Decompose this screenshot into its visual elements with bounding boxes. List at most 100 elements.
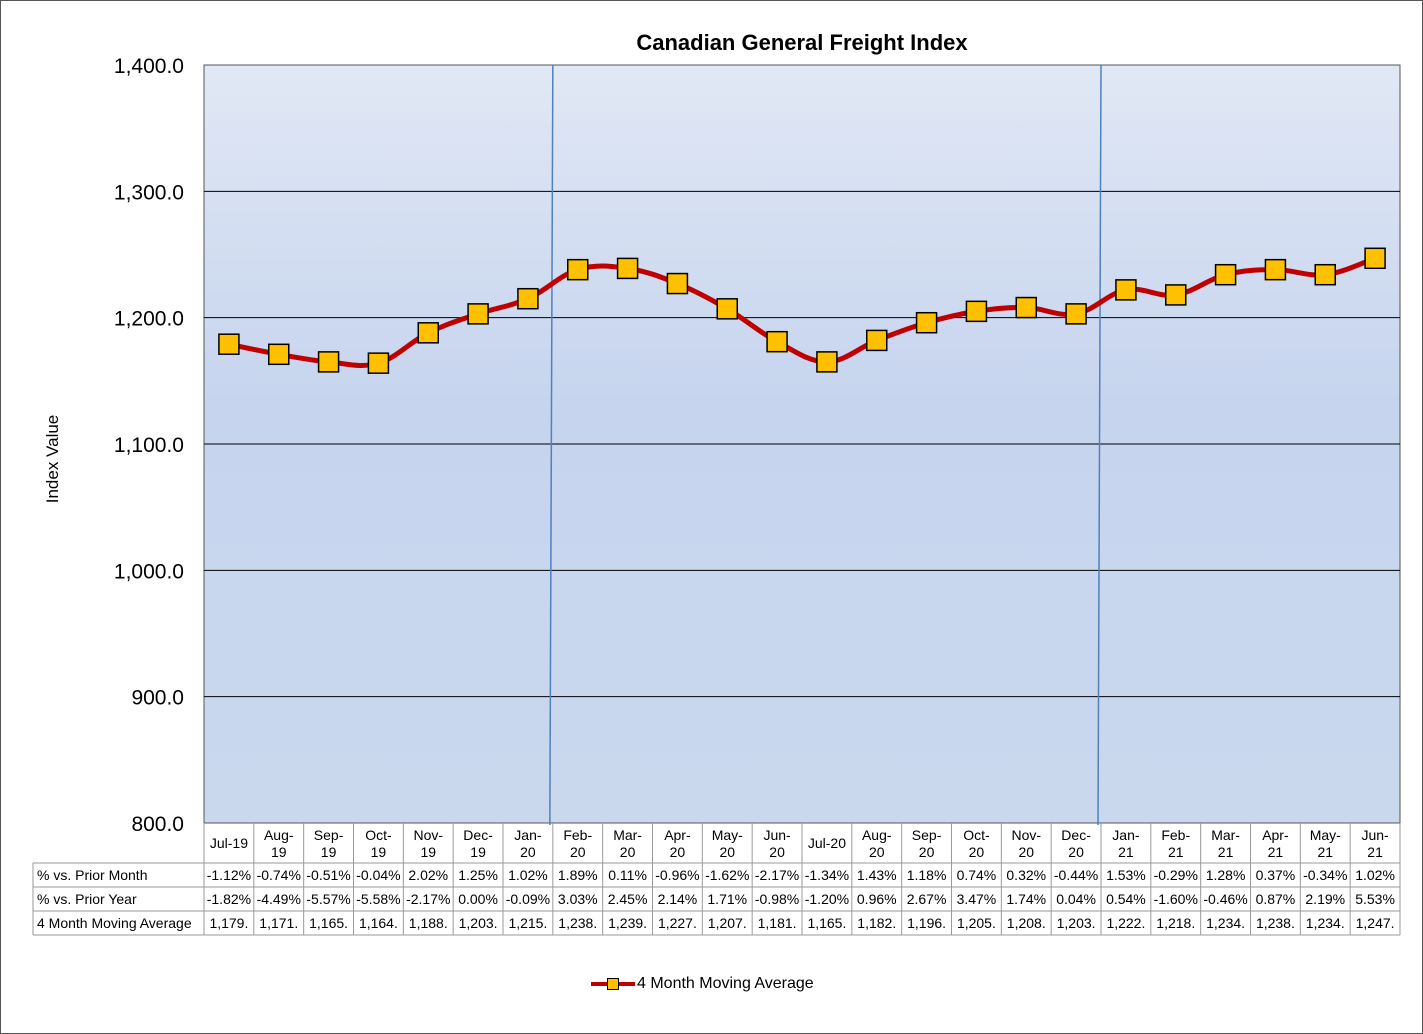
table-cell: 1,247.	[1356, 915, 1395, 931]
table-cell: 1,203.	[1057, 915, 1096, 931]
x-tick-label: Jul-20	[808, 835, 846, 851]
table-cell: -0.04%	[356, 867, 400, 883]
table-cell: -0.34%	[1303, 867, 1347, 883]
table-cell: 2.14%	[658, 891, 698, 907]
legend: 4 Month Moving Average	[591, 973, 814, 995]
x-tick-label: 20	[869, 844, 885, 860]
x-tick-label: Jul-19	[210, 835, 248, 851]
data-point-marker	[716, 298, 738, 320]
year-separator-line	[549, 64, 554, 826]
data-point-marker	[467, 303, 489, 325]
x-tick-label: 21	[1168, 844, 1184, 860]
table-cell: 1.74%	[1006, 891, 1046, 907]
table-cell: -0.46%	[1203, 891, 1247, 907]
data-point-marker	[1015, 296, 1037, 319]
table-cell: 3.03%	[558, 891, 598, 907]
x-tick-label: Sep-	[314, 827, 344, 843]
x-tick-label: 20	[620, 844, 636, 860]
table-cell: -0.74%	[257, 867, 301, 883]
data-point-marker	[766, 330, 788, 353]
data-point-marker	[1214, 263, 1237, 286]
table-cell: 1,188.	[409, 915, 448, 931]
table-cell: -1.12%	[207, 867, 251, 883]
x-tick-label: 20	[719, 844, 735, 860]
x-tick-label: Feb-	[563, 827, 592, 843]
table-cell: 1.02%	[508, 867, 548, 883]
table-cell: 1,205.	[957, 915, 996, 931]
x-tick-label: Sep-	[912, 827, 942, 843]
table-cell: 1,215.	[508, 915, 547, 931]
x-tick-label: Jan-	[1112, 827, 1140, 843]
x-tick-label: Aug-	[264, 827, 294, 843]
chart-title: Canadian General Freight Index	[636, 30, 968, 55]
table-cell: 1,207.	[708, 915, 747, 931]
table-cell: 1,234.	[1306, 915, 1345, 931]
table-cell: -1.62%	[705, 867, 749, 883]
x-tick-label: May-	[712, 827, 743, 843]
table-cell: 1,164.	[359, 915, 398, 931]
x-tick-label: 20	[969, 844, 985, 860]
table-cell: -0.98%	[755, 891, 799, 907]
x-tick-label: 20	[769, 844, 785, 860]
table-cell: -1.60%	[1154, 891, 1198, 907]
x-tick-label: 19	[420, 844, 436, 860]
x-tick-label: Oct-	[963, 827, 990, 843]
data-point-marker	[616, 257, 639, 280]
table-cell: 3.47%	[957, 891, 997, 907]
table-cell: 1,171.	[259, 915, 298, 931]
data-point-marker	[218, 333, 240, 355]
data-point-marker	[915, 311, 938, 334]
table-cell: 1,179.	[209, 915, 248, 931]
data-point-marker	[517, 287, 539, 310]
data-point-marker	[1314, 263, 1336, 286]
data-point-marker	[1165, 284, 1187, 306]
x-tick-label: Mar-	[613, 827, 642, 843]
table-cell: -5.58%	[356, 891, 400, 907]
table-cell: -2.17%	[755, 867, 799, 883]
data-point-marker	[1264, 258, 1287, 281]
x-tick-label: 21	[1317, 844, 1333, 860]
x-tick-label: 20	[520, 844, 536, 860]
table-row-label: % vs. Prior Month	[37, 867, 147, 883]
table-cell: 1.89%	[558, 867, 598, 883]
table-cell: 1.02%	[1355, 867, 1395, 883]
x-tick-label: 20	[1068, 844, 1084, 860]
x-tick-label: 19	[271, 844, 287, 860]
table-cell: 1.28%	[1206, 867, 1246, 883]
table-cell: 1,238.	[558, 915, 597, 931]
data-point-marker	[268, 343, 290, 366]
data-point-marker	[1115, 279, 1137, 301]
table-cell: -0.29%	[1154, 867, 1198, 883]
table-cell: 1.18%	[907, 867, 947, 883]
table-cell: -1.82%	[207, 891, 251, 907]
table-cell: 0.04%	[1056, 891, 1096, 907]
x-tick-label: 21	[1118, 844, 1134, 860]
legend-label: 4 Month Moving Average	[637, 975, 814, 992]
table-cell: 1,196.	[907, 915, 946, 931]
data-point-marker	[1065, 303, 1087, 325]
data-point-marker	[666, 272, 689, 295]
data-point-marker	[816, 351, 838, 373]
table-cell: -0.44%	[1054, 867, 1098, 883]
table-cell: 1,165.	[309, 915, 348, 931]
table-cell: 1,203.	[459, 915, 498, 931]
y-tick-label: 900.0	[131, 687, 184, 710]
table-cell: 1,218.	[1156, 915, 1195, 931]
table-cell: 5.53%	[1355, 891, 1395, 907]
table-cell: 0.96%	[857, 891, 897, 907]
x-tick-label: 19	[470, 844, 486, 860]
table-cell: 1.43%	[857, 867, 897, 883]
table-cell: -0.96%	[655, 867, 699, 883]
table-cell: 1,234.	[1206, 915, 1245, 931]
table-cell: 1,222.	[1106, 915, 1145, 931]
x-tick-label: 19	[371, 844, 387, 860]
x-tick-label: 20	[1018, 844, 1034, 860]
table-cell: 0.74%	[957, 867, 997, 883]
table-cell: 1.53%	[1106, 867, 1146, 883]
table-cell: 1.71%	[707, 891, 747, 907]
x-tick-label: Feb-	[1161, 827, 1190, 843]
table-cell: 2.67%	[907, 891, 947, 907]
data-point-marker	[317, 351, 340, 373]
